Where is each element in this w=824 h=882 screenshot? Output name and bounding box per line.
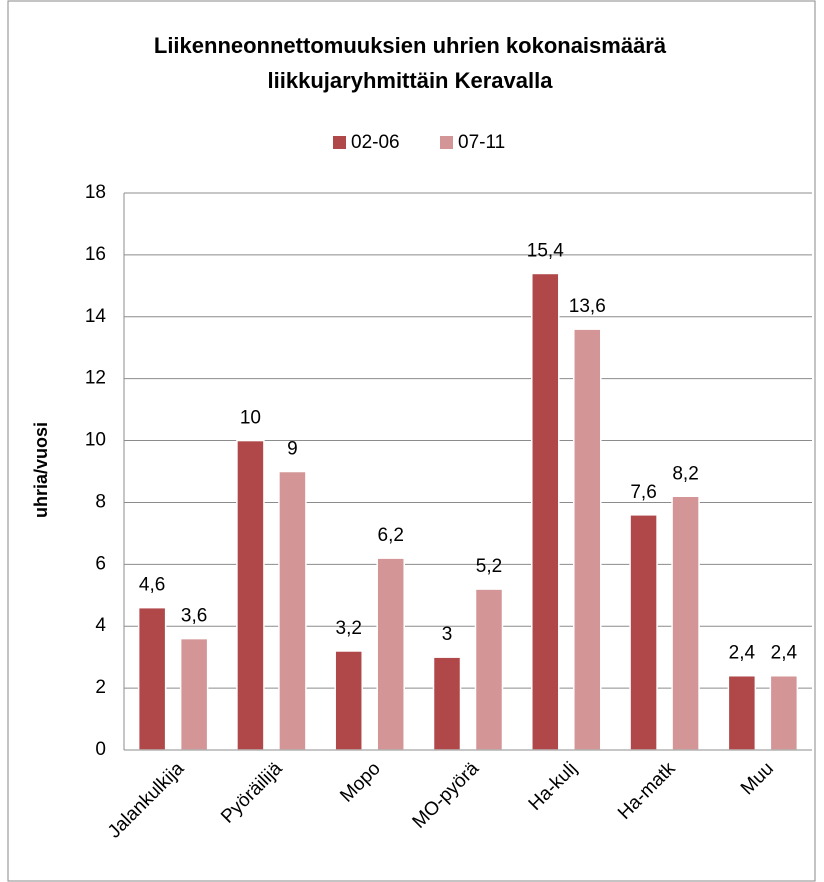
y-tick-label: 8 xyxy=(95,491,106,512)
value-label: 4,6 xyxy=(139,575,165,596)
bar xyxy=(137,606,167,751)
value-label: 3,2 xyxy=(336,618,362,639)
y-tick-label: 10 xyxy=(85,430,106,451)
value-label: 15,4 xyxy=(527,240,564,261)
chart-title: liikkujaryhmittäin Keravalla xyxy=(268,68,554,93)
bar xyxy=(629,514,658,751)
y-tick-label: 16 xyxy=(85,244,106,265)
value-label: 7,6 xyxy=(630,482,656,503)
value-label: 9 xyxy=(287,439,298,460)
x-tick-label: Jalankulkija xyxy=(104,758,189,843)
chart-border xyxy=(7,0,816,882)
bar xyxy=(376,557,405,751)
value-label: 2,4 xyxy=(729,643,756,664)
value-label: 3 xyxy=(442,624,453,645)
legend-label: 07-11 xyxy=(458,132,505,153)
y-tick-label: 18 xyxy=(85,182,106,203)
value-label: 10 xyxy=(240,408,261,429)
y-tick-label: 2 xyxy=(95,677,106,698)
value-label: 6,2 xyxy=(378,525,404,546)
bar xyxy=(432,656,462,751)
x-tick-label: Mopo xyxy=(336,758,384,806)
chart-title: Liikenneonnettomuuksien uhrien kokonaism… xyxy=(154,33,667,58)
bar xyxy=(474,588,504,751)
value-label: 13,6 xyxy=(569,296,606,317)
bar xyxy=(334,650,363,751)
bar xyxy=(278,470,307,751)
bar xyxy=(531,272,560,751)
y-tick-label: 4 xyxy=(95,615,106,636)
bar xyxy=(179,637,209,751)
x-tick-label: Ha-kulj xyxy=(525,758,582,815)
x-tick-label: Pyöräilijä xyxy=(217,758,287,828)
y-tick-label: 6 xyxy=(95,553,106,574)
value-label: 3,6 xyxy=(181,606,207,627)
bar xyxy=(727,674,757,751)
x-tick-label: Muu xyxy=(737,758,778,799)
bar xyxy=(236,439,265,751)
y-axis-label: uhria/vuosi xyxy=(31,422,51,518)
bar xyxy=(573,328,602,751)
legend-swatch xyxy=(440,136,453,149)
x-tick-label: MO-pyörä xyxy=(409,758,484,833)
bar xyxy=(671,495,700,751)
value-label: 5,2 xyxy=(476,556,502,577)
bar xyxy=(769,674,799,751)
legend-swatch xyxy=(333,136,346,149)
y-tick-label: 14 xyxy=(85,306,107,327)
y-tick-label: 0 xyxy=(95,739,106,760)
y-tick-label: 12 xyxy=(85,368,106,389)
value-label: 8,2 xyxy=(672,463,698,484)
x-tick-label: Ha-matk xyxy=(614,758,680,824)
legend-label: 02-06 xyxy=(351,132,400,153)
value-label: 2,4 xyxy=(771,643,798,664)
